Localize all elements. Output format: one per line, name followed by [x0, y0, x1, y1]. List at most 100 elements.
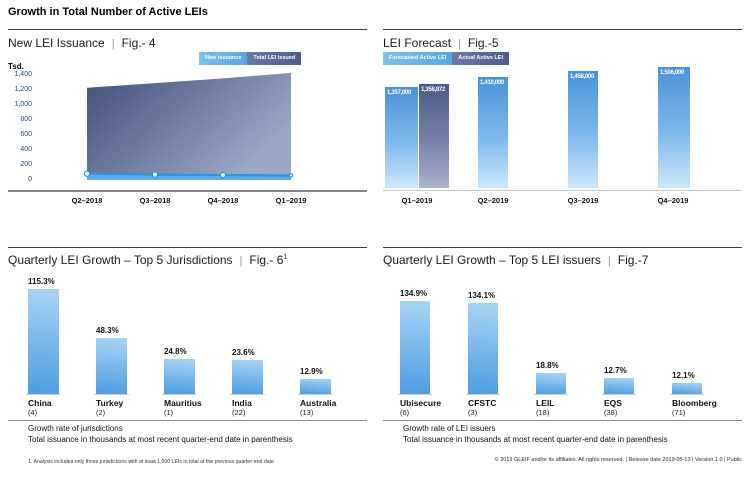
forecast-bar: 1,506,000 [658, 67, 690, 188]
bar-category-label: EQS [604, 398, 622, 408]
fig5-legend: Forecasted Active LEI Actual Active LEI [383, 52, 509, 65]
growth-bar [400, 301, 430, 394]
bar-category-label: Australia [300, 398, 337, 408]
bar-category-label: Turkey [96, 398, 124, 408]
y-axis-tick-label: 200 [20, 160, 32, 168]
fig6-title-text: Quarterly LEI Growth – Top 5 Jurisdictio… [8, 253, 233, 267]
fig6-section-title: Quarterly LEI Growth – Top 5 Jurisdictio… [8, 253, 287, 267]
bar-value-label: 23.6% [232, 348, 255, 357]
legend-item-new-issuance: New issuance [199, 52, 248, 65]
growth-bar [672, 383, 702, 394]
bar-baseline-tick [94, 394, 129, 395]
fig6-footnote-ref: 1 [283, 254, 288, 261]
bar-value-label: 12.9% [300, 367, 323, 376]
bar-category-sublabel: (18) [536, 408, 550, 417]
bar-category-label: Bloomberg [672, 398, 717, 408]
title-pipe-divider: | [607, 255, 611, 267]
forecast-bar: 1,358,872 [419, 84, 449, 188]
x-axis-tick-label: Q3–2018 [139, 196, 171, 205]
bar-category-label: India [232, 398, 252, 408]
fig7-section-divider [383, 247, 742, 248]
x-axis-tick-label: Q1–2019 [275, 196, 307, 205]
forecast-bar: 1,458,000 [568, 71, 598, 188]
header-divider-right [383, 29, 742, 30]
bar-category-sublabel: (6) [400, 408, 410, 417]
title-pipe-divider: | [239, 255, 243, 267]
bar-category-label: China [28, 398, 52, 408]
bar-value-label: 1,458,000 [570, 74, 594, 80]
bar-value-label: 12.7% [604, 366, 627, 375]
bar-value-label: 1,357,000 [387, 90, 411, 96]
fig4-title-text: New LEI Issuance [8, 36, 105, 50]
bar-baseline-tick [298, 394, 333, 395]
fig5-title-text: LEI Forecast [383, 36, 452, 50]
bar-baseline-tick [534, 394, 568, 395]
forecast-bar: 1,357,000 [385, 87, 418, 188]
fig4-section-title: New LEI Issuance | Fig.- 4 [8, 36, 156, 50]
x-axis-tick-label: Q1–2019 [401, 196, 433, 205]
title-pipe-divider: | [111, 38, 115, 50]
growth-bar [232, 360, 263, 394]
bar-category-sublabel: (3) [468, 408, 478, 417]
x-axis-tick-label: Q2–2019 [477, 196, 509, 205]
growth-bar [604, 378, 634, 394]
fig4-y-axis-unit: Tsd. [8, 62, 24, 71]
forecast-bar: 1,410,000 [478, 77, 508, 188]
page-title: Growth in Total Number of Active LEIs [8, 6, 208, 18]
legend-item-total-lei-issued: Total LEI issued [247, 52, 302, 65]
bar-baseline-tick [230, 394, 265, 395]
growth-bar [300, 379, 331, 394]
total-lei-issued-area [87, 72, 291, 176]
bar-category-label: LEIL [536, 398, 555, 408]
bar-category-sublabel: (13) [300, 408, 314, 417]
growth-bar [536, 373, 566, 394]
bar-category-sublabel: (38) [604, 408, 618, 417]
x-axis-tick-label: Q4–2018 [207, 196, 239, 205]
fig6-note-issuance: Total issuance in thousands at most rece… [28, 435, 293, 444]
new-issuance-area [87, 173, 291, 180]
data-point-marker [219, 171, 227, 179]
fig5-section-title: LEI Forecast | Fig.-5 [383, 36, 499, 50]
bar-value-label: 48.3% [96, 326, 119, 335]
title-pipe-divider: | [458, 38, 461, 50]
bar-value-label: 1,506,000 [660, 70, 684, 76]
legend-item-forecasted-active-lei: Forecasted Active LEI [383, 52, 453, 65]
growth-bar [28, 289, 59, 394]
fig7-fig-label: Fig.-7 [617, 253, 649, 267]
growth-bar [164, 359, 195, 394]
x-axis-tick-label: Q3–2019 [567, 196, 599, 205]
fig6-section-divider [8, 247, 367, 248]
bar-category-label: Ubisecure [400, 398, 442, 408]
x-axis-tick-label: Q4–2019 [657, 196, 689, 205]
bar-value-label: 18.8% [536, 361, 559, 370]
fig4-fig-label: Fig.- 4 [121, 36, 156, 50]
bar-baseline-tick [466, 394, 500, 395]
growth-bar [468, 303, 498, 394]
bar-category-label: CFSTC [468, 398, 497, 408]
growth-bar [96, 338, 127, 394]
fig6-fig-label: Fig.- 61 [249, 253, 288, 267]
bar-category-sublabel: (4) [28, 408, 38, 417]
data-point-marker [83, 170, 91, 177]
copyright-text: © 2019 GLEIF and/or its affiliates. All … [494, 457, 742, 463]
x-axis-tick-label: Q2–2018 [71, 196, 103, 205]
footnote-text: 1. Analysis includes only those jurisdic… [28, 459, 274, 465]
bar-value-label: 12.1% [672, 371, 695, 380]
bar-category-sublabel: (2) [96, 408, 106, 417]
new-issuance-line [86, 172, 292, 177]
y-axis-tick-label: 0 [28, 175, 32, 183]
fig7-title-text: Quarterly LEI Growth – Top 5 LEI issuers [383, 253, 601, 267]
bar-value-label: 1,410,000 [480, 80, 504, 86]
data-point-marker [288, 173, 294, 178]
bar-category-sublabel: (1) [164, 408, 174, 417]
y-axis-tick-label: 600 [20, 130, 32, 138]
y-axis-tick-label: 1,200 [14, 85, 32, 93]
bar-value-label: 134.1% [468, 291, 496, 300]
bar-baseline-tick [670, 394, 704, 395]
y-axis-tick-label: 1,400 [14, 70, 32, 78]
x-axis-line [383, 189, 742, 191]
fig4-plot-svg [8, 72, 367, 192]
